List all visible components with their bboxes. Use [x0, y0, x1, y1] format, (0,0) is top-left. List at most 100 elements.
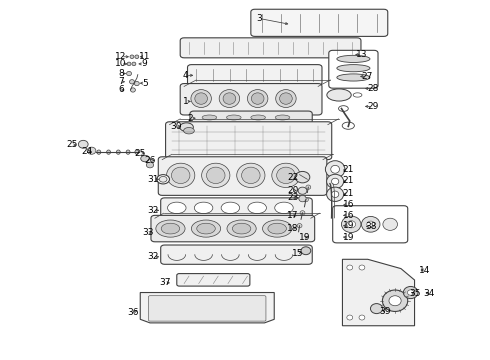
Ellipse shape — [268, 223, 287, 234]
Ellipse shape — [135, 150, 139, 154]
Text: 21: 21 — [343, 176, 354, 185]
Ellipse shape — [226, 115, 241, 120]
Ellipse shape — [347, 315, 353, 320]
Ellipse shape — [247, 90, 268, 108]
Text: 33: 33 — [142, 228, 153, 237]
Ellipse shape — [159, 176, 167, 182]
Ellipse shape — [141, 156, 149, 162]
Text: 35: 35 — [409, 289, 420, 298]
Text: 34: 34 — [423, 289, 435, 298]
Text: 23: 23 — [287, 193, 298, 202]
Text: 10: 10 — [115, 59, 126, 68]
FancyBboxPatch shape — [158, 157, 327, 195]
Ellipse shape — [342, 216, 361, 233]
Text: 21: 21 — [343, 166, 354, 175]
Text: 4: 4 — [183, 71, 188, 80]
Ellipse shape — [219, 90, 240, 108]
Ellipse shape — [272, 163, 300, 188]
Ellipse shape — [129, 80, 134, 84]
Text: 11: 11 — [139, 52, 151, 61]
Ellipse shape — [78, 140, 88, 148]
Ellipse shape — [116, 150, 120, 154]
FancyBboxPatch shape — [190, 111, 312, 124]
Ellipse shape — [135, 55, 139, 59]
Text: 28: 28 — [367, 84, 378, 93]
Text: 3: 3 — [257, 14, 263, 23]
Text: 25: 25 — [135, 149, 146, 158]
Ellipse shape — [202, 163, 230, 188]
Text: 9: 9 — [141, 59, 147, 68]
Ellipse shape — [327, 89, 351, 101]
Ellipse shape — [382, 290, 408, 311]
Text: 31: 31 — [147, 175, 159, 184]
Ellipse shape — [359, 265, 365, 270]
Ellipse shape — [383, 218, 397, 230]
Text: 8: 8 — [118, 69, 123, 78]
Ellipse shape — [389, 296, 401, 306]
Ellipse shape — [347, 265, 353, 270]
Ellipse shape — [168, 202, 186, 213]
Ellipse shape — [337, 64, 370, 72]
Ellipse shape — [192, 220, 220, 237]
Ellipse shape — [167, 163, 195, 188]
Text: 19: 19 — [343, 233, 354, 242]
Ellipse shape — [97, 150, 101, 154]
Text: 36: 36 — [127, 308, 139, 317]
Polygon shape — [140, 293, 274, 323]
Ellipse shape — [299, 195, 306, 202]
Ellipse shape — [195, 202, 213, 213]
FancyBboxPatch shape — [161, 245, 312, 264]
FancyBboxPatch shape — [148, 296, 266, 321]
Ellipse shape — [337, 55, 370, 63]
Text: 15: 15 — [292, 249, 303, 258]
Ellipse shape — [327, 174, 343, 189]
Text: 38: 38 — [365, 222, 376, 231]
Text: 13: 13 — [356, 50, 368, 59]
Ellipse shape — [276, 90, 296, 108]
Ellipse shape — [156, 220, 185, 237]
FancyBboxPatch shape — [161, 198, 312, 218]
Text: 16: 16 — [343, 211, 354, 220]
Ellipse shape — [297, 224, 302, 228]
Ellipse shape — [339, 106, 348, 111]
Ellipse shape — [331, 178, 339, 185]
Text: 20: 20 — [287, 185, 298, 194]
Ellipse shape — [295, 171, 310, 183]
Text: 18: 18 — [287, 224, 298, 233]
Ellipse shape — [347, 221, 356, 228]
FancyBboxPatch shape — [188, 64, 322, 85]
Ellipse shape — [202, 115, 217, 120]
Text: 14: 14 — [418, 266, 430, 275]
Ellipse shape — [232, 223, 251, 234]
Ellipse shape — [331, 165, 340, 173]
Ellipse shape — [280, 93, 292, 104]
Text: 7: 7 — [118, 77, 123, 86]
Text: 1: 1 — [183, 97, 189, 106]
Text: 26: 26 — [144, 156, 156, 165]
Ellipse shape — [248, 202, 267, 213]
Ellipse shape — [331, 191, 339, 198]
Ellipse shape — [147, 162, 154, 168]
Ellipse shape — [206, 167, 225, 184]
FancyBboxPatch shape — [177, 274, 250, 286]
Ellipse shape — [277, 167, 295, 184]
Ellipse shape — [132, 62, 136, 66]
Text: 29: 29 — [367, 102, 378, 111]
Ellipse shape — [161, 223, 180, 234]
Ellipse shape — [223, 93, 236, 104]
Ellipse shape — [367, 221, 374, 228]
Text: 24: 24 — [81, 147, 92, 156]
Text: 21: 21 — [343, 189, 354, 198]
Ellipse shape — [342, 122, 354, 129]
Ellipse shape — [242, 167, 260, 184]
Text: 12: 12 — [115, 52, 126, 61]
Text: 32: 32 — [147, 252, 159, 261]
Ellipse shape — [197, 223, 215, 234]
Ellipse shape — [221, 202, 240, 213]
Ellipse shape — [303, 198, 308, 202]
Ellipse shape — [191, 90, 211, 108]
Text: 32: 32 — [147, 206, 159, 215]
FancyBboxPatch shape — [180, 84, 322, 115]
Ellipse shape — [195, 93, 207, 104]
Text: 6: 6 — [118, 85, 123, 94]
